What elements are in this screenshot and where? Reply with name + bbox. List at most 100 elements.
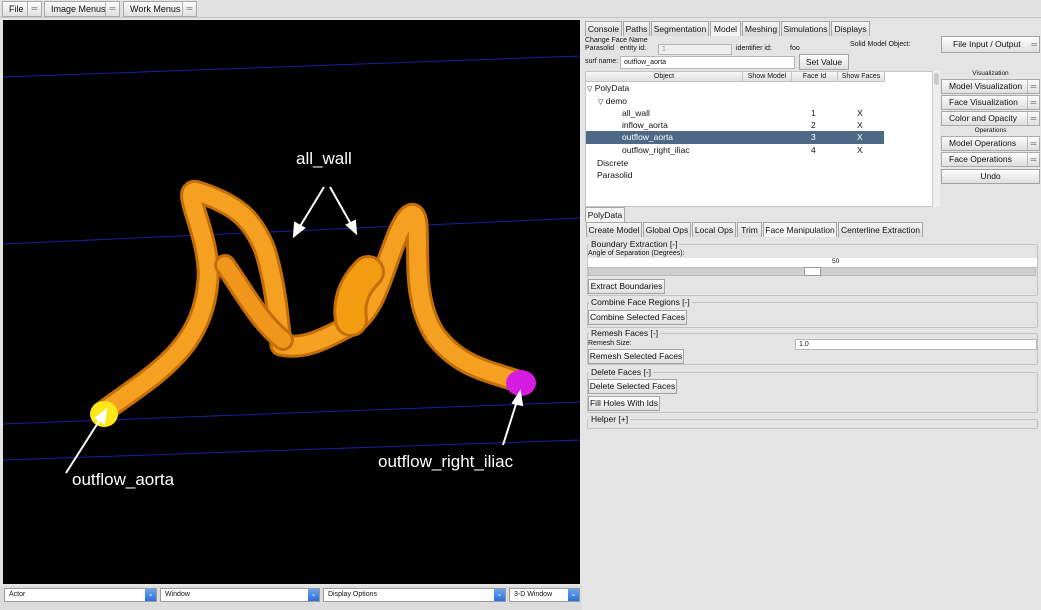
model-visualization-button[interactable]: Model Visualization ═ <box>941 79 1040 94</box>
tree-row-outflow-aorta[interactable]: outflow_aorta <box>622 132 674 142</box>
file-menu[interactable]: File ═ <box>2 1 42 17</box>
menubar: File ═ Image Menus ═ Work Menus ═ <box>0 0 1041 18</box>
face-visualization-button[interactable]: Face Visualization ═ <box>941 95 1040 110</box>
chevron-down-icon: ═ <box>1027 153 1039 166</box>
show-face-cell[interactable]: X <box>857 108 863 118</box>
entity-id-field[interactable]: 1 <box>658 44 732 55</box>
angle-value: 50 <box>832 258 840 265</box>
combine-selected-faces-button[interactable]: Combine Selected Faces <box>588 310 687 325</box>
helper-title[interactable]: Helper [+] <box>589 414 631 424</box>
tab-displays[interactable]: Displays <box>831 21 870 36</box>
tab-global-ops[interactable]: Global Ops <box>643 222 691 237</box>
tab-model[interactable]: Model <box>710 21 741 36</box>
angle-slider[interactable] <box>588 267 1036 276</box>
tree-row-outflow-right-iliac[interactable]: outflow_right_iliac <box>622 145 690 155</box>
image-menus-label: Image Menus <box>51 4 106 14</box>
tab-segmentation[interactable]: Segmentation <box>651 21 709 36</box>
file-menu-label: File <box>9 4 24 14</box>
set-value-button[interactable]: Set Value <box>799 54 849 70</box>
view-select[interactable]: 3-D Window ⌄ <box>509 588 580 602</box>
chevron-down-icon: ═ <box>1027 137 1039 150</box>
3d-render-window[interactable]: all_wall outflow_aorta outflow_right_ili… <box>3 20 580 584</box>
window-select-value: Window <box>165 591 190 598</box>
remesh-selected-faces-button[interactable]: Remesh Selected Faces <box>588 349 684 364</box>
chevron-down-icon: ⌄ <box>145 589 156 601</box>
tree-node-label: PolyData <box>594 83 630 93</box>
remesh-faces-title[interactable]: Remesh Faces [-] <box>589 328 661 338</box>
tree-node-demo[interactable]: ▽ demo <box>598 96 627 106</box>
chevron-down-icon: ⌄ <box>568 589 579 601</box>
tab-paths[interactable]: Paths <box>623 21 650 36</box>
tree-scrollbar[interactable] <box>932 71 940 207</box>
bounding-box-lines <box>3 55 580 461</box>
visualization-heading: Visualization <box>972 70 1009 77</box>
identifier-id-label: identifier id: <box>736 45 772 52</box>
view-select-value: 3-D Window <box>514 591 553 598</box>
tab-create-model[interactable]: Create Model <box>586 222 642 237</box>
face-id-cell: 2 <box>811 120 816 130</box>
work-menus-menu[interactable]: Work Menus ═ <box>123 1 197 17</box>
chevron-down-icon: ▽ <box>587 86 593 93</box>
vessel-render <box>3 55 580 474</box>
identifier-id-value: foo <box>790 45 800 52</box>
show-face-cell[interactable]: X <box>857 120 863 130</box>
outflow-right-iliac-annotation: outflow_right_iliac <box>378 452 514 471</box>
image-menus-menu[interactable]: Image Menus ═ <box>44 1 120 17</box>
surf-name-input[interactable]: outflow_aorta <box>620 56 795 69</box>
tab-local-ops[interactable]: Local Ops <box>692 222 736 237</box>
tree-row-all-wall[interactable]: all_wall <box>622 108 650 118</box>
remesh-size-label: Remesh Size: <box>588 340 632 347</box>
col-object[interactable]: Object <box>586 72 743 82</box>
tab-polydata[interactable]: PolyData <box>585 207 625 222</box>
show-face-cell[interactable]: X <box>857 132 863 142</box>
window-select[interactable]: Window ⌄ <box>160 588 320 602</box>
color-opacity-button[interactable]: Color and Opacity ═ <box>941 111 1040 126</box>
actor-select[interactable]: Actor ⌄ <box>4 588 157 602</box>
tree-node-polydata[interactable]: ▽ PolyData <box>587 83 629 93</box>
face-operations-button[interactable]: Face Operations ═ <box>941 152 1040 167</box>
remesh-size-input[interactable]: 1.0 <box>795 339 1037 350</box>
chevron-down-icon: ⌄ <box>494 589 505 601</box>
tree-node-parasolid[interactable]: Parasolid <box>597 170 633 180</box>
tab-simulations[interactable]: Simulations <box>781 21 830 36</box>
show-face-cell[interactable]: X <box>857 145 863 155</box>
tab-meshing[interactable]: Meshing <box>742 21 780 36</box>
tree-node-discrete[interactable]: Discrete <box>597 158 629 168</box>
col-face-id[interactable]: Face Id <box>792 72 838 82</box>
col-show-faces[interactable]: Show Faces <box>838 72 885 82</box>
undo-button[interactable]: Undo <box>941 169 1040 184</box>
file-io-label: File Input / Output <box>953 39 1021 49</box>
tab-face-manipulation[interactable]: Face Manipulation <box>763 222 837 237</box>
boundary-extraction-title[interactable]: Boundary Extraction [-] <box>589 239 680 249</box>
chevron-down-icon: ═ <box>182 2 196 16</box>
col-show-model[interactable]: Show Model <box>743 72 792 82</box>
boundary-extraction-group <box>587 244 1038 296</box>
file-input-output-button[interactable]: File Input / Output ═ <box>941 36 1040 53</box>
display-options-select[interactable]: Display Options ⌄ <box>323 588 506 602</box>
model-ops-label: Model Operations <box>949 138 1017 148</box>
all-wall-annotation: all_wall <box>296 149 352 168</box>
delete-faces-title[interactable]: Delete Faces [-] <box>589 367 653 377</box>
tab-centerline-extraction[interactable]: Centerline Extraction <box>838 222 923 237</box>
outflow-right-iliac-cap <box>506 370 536 396</box>
fill-holes-with-ids-button[interactable]: Fill Holes With Ids <box>588 396 660 411</box>
face-id-cell: 4 <box>811 145 816 155</box>
tab-trim[interactable]: Trim <box>737 222 762 237</box>
delete-selected-faces-button[interactable]: Delete Selected Faces <box>588 379 677 394</box>
slider-thumb[interactable] <box>803 267 821 276</box>
angle-label: Angle of Separation (Degrees): <box>588 250 685 257</box>
face-ops-label: Face Operations <box>949 154 1012 164</box>
chevron-down-icon: ═ <box>105 2 119 16</box>
chevron-down-icon: ═ <box>1027 80 1039 93</box>
model-operations-button[interactable]: Model Operations ═ <box>941 136 1040 151</box>
combine-faces-group <box>587 302 1038 328</box>
vessel-model <box>91 179 533 424</box>
display-options-value: Display Options <box>328 591 378 598</box>
tab-console[interactable]: Console <box>585 21 622 36</box>
combine-faces-title[interactable]: Combine Face Regions [-] <box>589 297 692 307</box>
remesh-faces-group <box>587 333 1038 365</box>
faces-tree[interactable]: Object Show Model Face Id Show Faces ▽ P… <box>585 71 940 207</box>
extract-boundaries-button[interactable]: Extract Boundaries <box>588 279 665 294</box>
tree-row-inflow-aorta[interactable]: inflow_aorta <box>622 120 668 130</box>
scrollbar-thumb[interactable] <box>934 73 939 85</box>
